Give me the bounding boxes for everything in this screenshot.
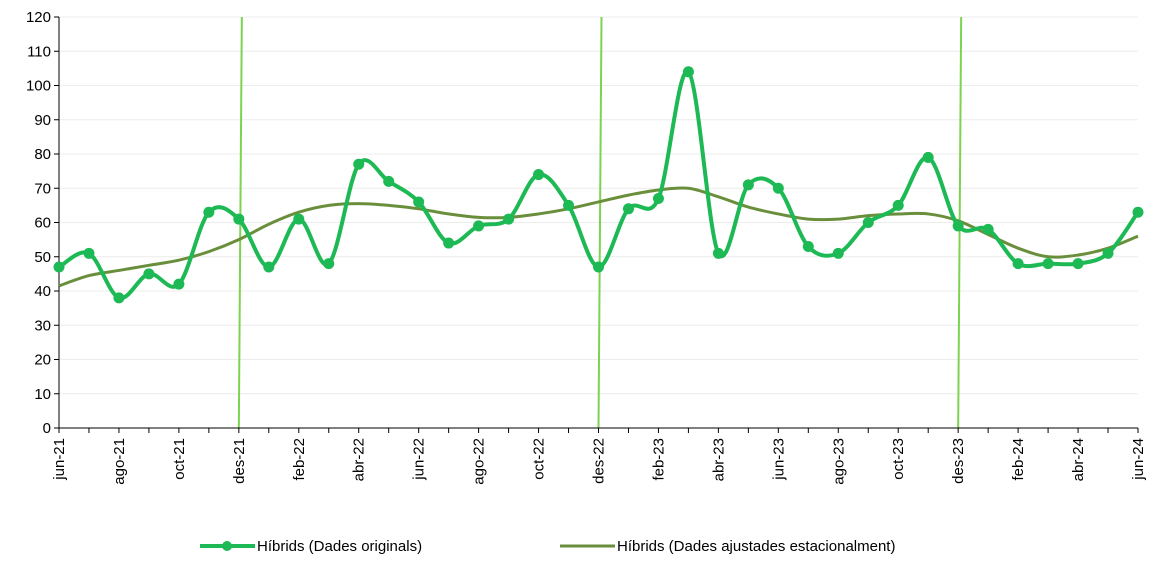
data-point [772, 182, 784, 194]
data-point [263, 261, 275, 273]
data-point [353, 158, 365, 170]
data-point [1012, 258, 1024, 270]
y-tick-label: 60 [34, 215, 51, 232]
x-tick-label: oct-22 [531, 438, 548, 480]
data-point [892, 199, 904, 211]
x-tick-label: jun-24 [1130, 438, 1147, 481]
data-point [742, 179, 754, 191]
x-tick-label: oct-23 [890, 438, 907, 480]
data-point [83, 247, 95, 259]
data-point [712, 247, 724, 259]
data-point [533, 169, 545, 181]
x-tick-label: jun-23 [770, 438, 787, 481]
data-point [1042, 258, 1054, 270]
data-point [473, 220, 485, 232]
data-point [622, 203, 634, 215]
data-point [652, 193, 664, 205]
y-tick-label: 40 [34, 283, 51, 300]
data-point [413, 196, 425, 208]
legend-item-adjusted: Híbrids (Dades ajustades estacionalment) [560, 538, 895, 555]
data-point [952, 220, 964, 232]
data-point [293, 213, 305, 225]
data-point [862, 217, 874, 228]
x-tick-label: des-23 [950, 438, 967, 484]
x-tick-label: jun-21 [51, 438, 68, 481]
data-point [1102, 247, 1114, 259]
y-tick-label: 30 [34, 317, 51, 334]
y-tick-label: 20 [34, 352, 51, 369]
x-tick-label: jun-22 [411, 438, 428, 481]
x-axis-ticks: jun-21 ago-21 oct-21 des-21 feb-22 abr-22 jun-… [51, 428, 1147, 485]
legend-label-original: Híbrids (Dades originals) [257, 538, 422, 555]
data-point [802, 240, 814, 252]
legend: Híbrids (Dades originals) Híbrids (Dades… [200, 538, 895, 555]
data-point [443, 237, 455, 249]
data-point [383, 175, 395, 187]
y-tick-label: 80 [34, 146, 51, 163]
data-point [1132, 206, 1144, 218]
y-tick-label: 110 [27, 43, 51, 60]
data-point [593, 261, 604, 273]
y-tick-label: 70 [34, 180, 51, 197]
y-tick-label: 120 [26, 9, 51, 26]
x-tick-label: ago-23 [830, 438, 847, 485]
x-tick-label: feb-22 [291, 438, 308, 481]
legend-item-original: Híbrids (Dades originals) [200, 538, 422, 555]
data-point [1072, 258, 1084, 270]
series-original [53, 66, 1144, 304]
data-point [53, 261, 65, 273]
x-tick-label: feb-23 [650, 438, 667, 481]
x-tick-label: abr-24 [1070, 438, 1087, 481]
data-point [323, 258, 335, 270]
x-tick-label: oct-21 [171, 438, 188, 480]
x-tick-label: des-22 [591, 438, 608, 484]
x-tick-label: abr-23 [710, 438, 727, 481]
x-tick-label: ago-22 [471, 438, 488, 485]
legend-marker-original [222, 541, 232, 551]
x-tick-label: feb-24 [1010, 438, 1027, 481]
x-tick-label: ago-21 [111, 438, 128, 485]
y-tick-label: 50 [34, 249, 51, 266]
data-point [682, 66, 694, 78]
legend-label-adjusted: Híbrids (Dades ajustades estacionalment) [617, 538, 895, 555]
data-point [233, 213, 245, 225]
vertical-marker-line [597, 16, 603, 429]
series-line-original [57, 69, 1140, 300]
data-point [143, 268, 155, 280]
data-point [563, 199, 575, 211]
y-tick-label: 90 [34, 112, 51, 129]
data-point [113, 292, 125, 304]
y-tick-label: 100 [26, 78, 51, 95]
data-point [203, 206, 215, 218]
data-point [832, 247, 844, 259]
series-group [53, 66, 1144, 304]
y-tick-label: 10 [34, 386, 51, 403]
data-point [503, 213, 515, 225]
y-axis-ticks: 0 10 20 30 40 50 60 70 80 90 100 110 120 [26, 9, 59, 437]
data-point [173, 278, 185, 290]
x-tick-label: des-21 [231, 438, 248, 484]
x-tick-label: abr-22 [351, 438, 368, 481]
data-point [922, 151, 934, 163]
y-tick-label: 0 [43, 420, 51, 437]
data-point [982, 223, 994, 235]
